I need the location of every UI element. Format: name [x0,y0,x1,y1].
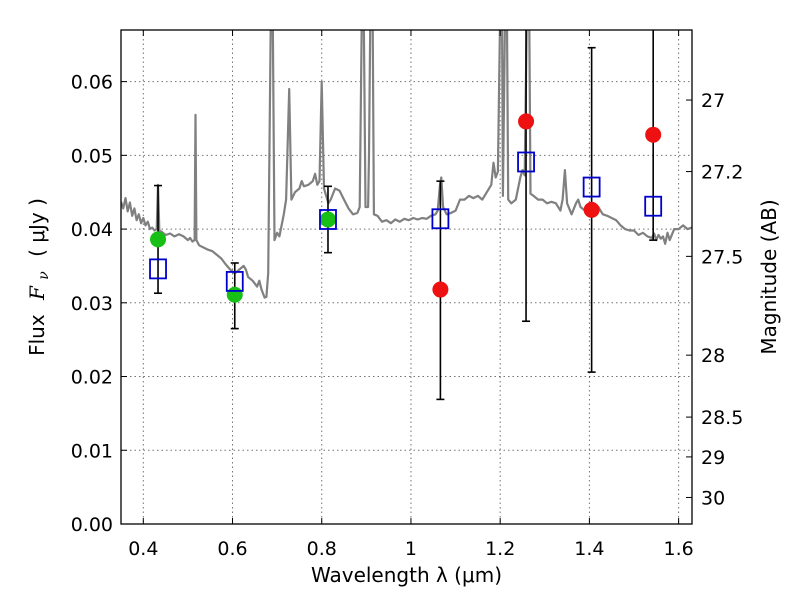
x-tick-label: 0.6 [217,538,247,560]
y2-tick-label: 29 [701,447,725,469]
y-axis-label-symbol: F [25,285,49,301]
data-point-circle [432,281,449,298]
x-tick-label: 1 [405,538,417,560]
y2-tick-label: 30 [701,487,725,509]
y-tick-label: 0.05 [71,145,113,167]
y2-tick-label: 28.5 [701,407,743,429]
y2-tick-label: 28 [701,345,725,367]
data-point-square [582,176,601,198]
y-axis-label-unit: ( μJy ) [25,198,49,257]
x-tick-label: 1.6 [664,538,694,560]
data-point-circle [645,126,662,143]
plot-frame [120,29,693,525]
y-axis-label: Flux F ν ( μJy ) [25,198,53,356]
y-tick-label: 0.00 [71,514,113,536]
y2-tick-label: 27.2 [701,162,743,184]
y-axis-label-subscript: ν [36,271,52,280]
data-point-square [149,258,167,280]
model-spectrum [121,30,692,299]
grid [121,30,692,525]
y-tick-label: 0.04 [71,219,113,241]
y-axis-label-prefix: Flux [25,314,49,356]
y-tick-label: 0.06 [71,72,113,94]
y-tick-label: 0.02 [71,367,113,389]
y2-tick-label: 27.5 [701,246,743,268]
data-point-square [517,151,535,173]
x-axis-label: Wavelength λ (μm) [311,563,502,587]
y2-tick-label: 27 [701,90,725,112]
y-tick-label: 0.01 [71,440,113,462]
x-tick-label: 1.4 [574,538,604,560]
data-markers [149,113,663,303]
data-point-circle [319,211,336,228]
data-point-square [319,209,337,230]
error-bars [154,30,658,401]
data-point-circle [150,231,167,248]
data-point-square [431,208,450,230]
axis-ticks: 0.4 0.6 0.8 1 1.2 1.4 1.6 0.00 0.01 0.02 0.03 0.04 0… [71,30,743,560]
data-point-circle [226,286,243,303]
data-point-square [225,271,244,292]
x-tick-label: 0.4 [128,538,158,560]
model-spectrum-line [121,30,692,299]
x-tick-label: 0.8 [307,538,337,560]
data-point-circle [583,201,600,218]
data-point-circle [518,113,535,130]
data-point-square [644,195,663,217]
y2-axis-label: Magnitude (AB) [757,199,781,354]
x-tick-label: 1.2 [485,538,515,560]
y-tick-label: 0.03 [71,293,113,315]
